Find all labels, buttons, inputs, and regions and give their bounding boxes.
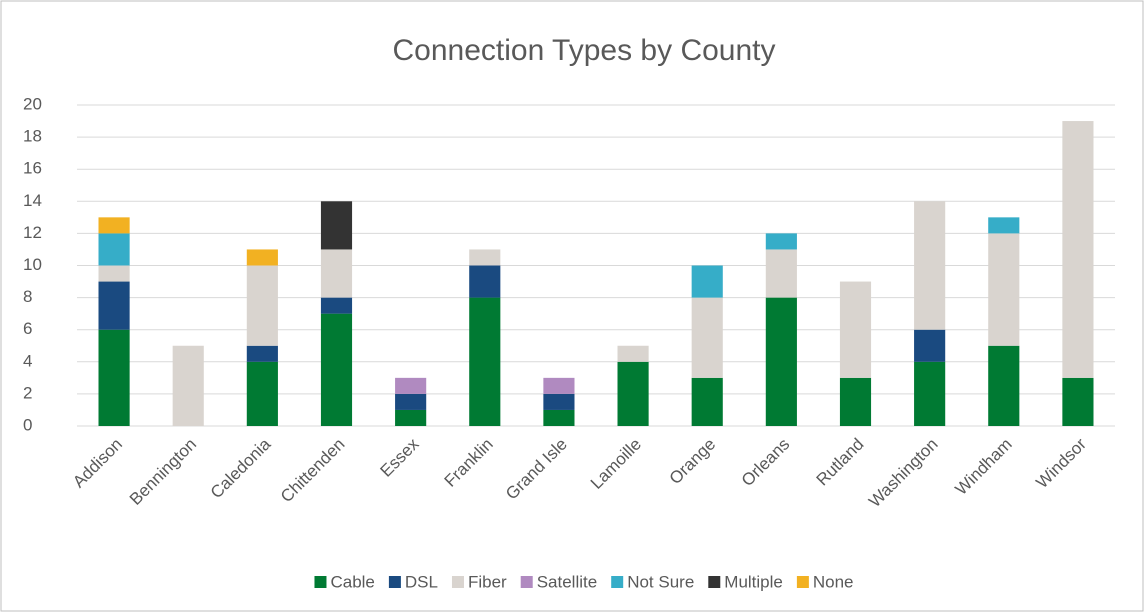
bar-segment — [395, 377, 427, 394]
bar-segment — [914, 361, 946, 426]
bar-segment — [765, 297, 797, 426]
legend-swatch — [708, 576, 721, 588]
bar-segment — [617, 345, 649, 362]
legend-swatch — [611, 576, 624, 588]
legend-label: Satellite — [537, 572, 597, 591]
y-tick-label: 10 — [23, 255, 42, 274]
bar-segment — [543, 377, 575, 394]
legend-label: Multiple — [724, 572, 783, 591]
bar-segment — [395, 409, 427, 426]
bar-segment — [246, 361, 278, 426]
legend-swatch — [388, 576, 401, 588]
y-tick-label: 2 — [23, 383, 32, 402]
bar-segment — [98, 329, 130, 426]
bar-segment — [691, 265, 723, 298]
bar-segment — [1062, 121, 1094, 378]
legend-label: Not Sure — [627, 572, 694, 591]
legend-swatch — [520, 576, 533, 588]
y-tick-label: 0 — [23, 415, 32, 434]
chart-title: Connection Types by County — [392, 34, 775, 67]
y-tick-label: 6 — [23, 319, 32, 338]
bar-segment — [246, 265, 278, 346]
bar-segment — [246, 345, 278, 362]
legend-swatch — [796, 576, 809, 588]
bar-segment — [691, 377, 723, 426]
bar-segment — [469, 265, 501, 298]
bar-segment — [395, 393, 427, 410]
bar-segment — [765, 249, 797, 298]
bar-segment — [988, 217, 1020, 234]
y-tick-label: 20 — [23, 94, 42, 113]
bar-segment — [98, 281, 130, 330]
bar-segment — [172, 345, 204, 426]
bar-segment — [469, 297, 501, 426]
legend-swatch — [314, 576, 327, 588]
bar-segment — [543, 393, 575, 410]
legend-label: Fiber — [468, 572, 507, 591]
bar-segment — [98, 217, 130, 234]
bar-segment — [765, 233, 797, 250]
bar-segment — [246, 249, 278, 266]
bar-segment — [320, 313, 353, 426]
legend-swatch — [451, 576, 464, 588]
bar-segment — [839, 281, 872, 378]
y-tick-label: 18 — [23, 127, 42, 146]
bar-segment — [320, 249, 353, 298]
bar-segment — [1062, 377, 1094, 426]
legend-label: None — [813, 572, 854, 591]
bar-segment — [469, 249, 501, 266]
legend-label: Cable — [330, 572, 374, 591]
bar-segment — [839, 377, 872, 426]
bar-segment — [691, 297, 723, 378]
y-tick-label: 14 — [23, 191, 42, 210]
bar-segment — [320, 297, 353, 314]
bar-segment — [914, 329, 946, 362]
y-tick-label: 12 — [23, 223, 42, 242]
bar-segment — [988, 345, 1020, 426]
legend-label: DSL — [405, 572, 438, 591]
bar-segment — [543, 409, 575, 426]
bar-segment — [988, 233, 1020, 346]
bar-segment — [617, 361, 649, 426]
bar-segment — [320, 201, 353, 250]
bar-segment — [914, 201, 946, 330]
y-tick-label: 4 — [23, 351, 32, 370]
y-tick-label: 8 — [23, 287, 32, 306]
bar-segment — [98, 265, 130, 282]
bar-segment — [98, 233, 130, 266]
y-tick-label: 16 — [23, 159, 42, 178]
